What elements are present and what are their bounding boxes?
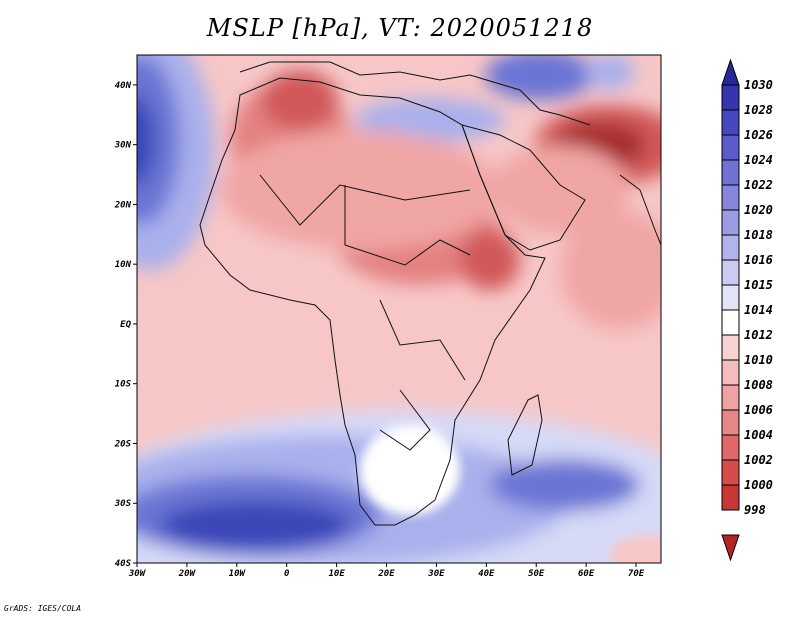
colorbar-swatch — [721, 284, 740, 311]
grads-credit: GrADS: IGES/COLA — [4, 604, 82, 613]
mslp-map: 30W 20W 10W 0 10E 20E 30E 40E 50E 60E 70E 40S 30S 20… — [114, 54, 773, 579]
africa-coastline — [199, 77, 546, 526]
colorbar-swatch — [721, 109, 740, 136]
colorbar-label: 1002 — [744, 453, 773, 467]
colorbar-swatch — [721, 159, 740, 186]
colorbar-label: 1022 — [744, 178, 773, 192]
y-axis: 40S 30S 20S 10S EQ 10N 20N 30N 40N — [114, 81, 137, 569]
y-tick-label: 30S — [114, 499, 132, 509]
colorbar-swatch — [721, 459, 740, 486]
atlantic-high-core — [137, 95, 155, 185]
colorbar-swatch — [721, 409, 740, 436]
x-tick-label: 70E — [628, 569, 645, 579]
atlas-low-core — [262, 70, 338, 130]
x-tick-label: 10E — [328, 569, 345, 579]
map-title: MSLP [hPa], VT: 2020051218 — [206, 14, 594, 42]
y-tick-label: 20S — [114, 439, 132, 449]
atlantic-high-mid — [137, 55, 180, 225]
arabian-low — [490, 145, 630, 235]
colorbar-swatch — [721, 184, 740, 211]
colorbar-label: 1014 — [744, 303, 773, 317]
y-tick-label: EQ — [120, 320, 131, 330]
colorbar-label: 1008 — [744, 378, 773, 392]
border-1 — [344, 185, 471, 266]
colorbar-swatch — [721, 259, 740, 286]
border-4 — [379, 389, 431, 451]
y-tick-label: 40N — [115, 81, 132, 91]
y-tick-label: 40S — [115, 559, 132, 569]
border-3 — [379, 299, 466, 381]
colorbar: 1030 1028 1026 1024 1022 1020 1018 1016 1015 1014… — [721, 58, 773, 562]
colorbar-label: 1020 — [744, 203, 773, 217]
mediterranean-high — [355, 98, 505, 142]
colorbar-swatch — [721, 434, 740, 461]
colorbar-arrow-top — [721, 58, 740, 86]
black-sea-high — [485, 55, 595, 100]
caspian-high — [585, 55, 635, 90]
colorbar-swatch — [721, 309, 740, 336]
y-tick-label: 10S — [115, 380, 132, 390]
x-axis: 30W 20W 10W 0 10E 20E 30E 40E 50E 60E 70E — [128, 563, 645, 579]
border-2 — [259, 174, 471, 226]
colorbar-swatch — [721, 84, 740, 111]
southern-africa-pale — [360, 425, 460, 515]
y-tick-label: 10N — [115, 260, 132, 270]
colorbar-label: 1016 — [744, 253, 773, 267]
colorbar-label: 1030 — [744, 78, 773, 92]
y-tick-label: 30N — [114, 141, 132, 151]
x-tick-label: 0 — [284, 569, 290, 579]
europe-coastline — [239, 61, 591, 126]
colorbar-label: 1006 — [744, 403, 773, 417]
x-tick-label: 50E — [528, 569, 545, 579]
se-corner-pale — [610, 535, 661, 563]
colorbar-label: 1026 — [744, 128, 773, 142]
colorbar-swatch — [721, 209, 740, 236]
x-tick-label: 30W — [128, 569, 147, 579]
colorbar-swatch — [721, 134, 740, 161]
colorbar-swatch — [721, 234, 740, 261]
x-tick-label: 10W — [229, 569, 247, 579]
colorbar-swatch — [721, 334, 740, 361]
map-frame — [136, 54, 662, 564]
south-atlantic-high-core — [160, 501, 350, 549]
india-coastline — [619, 174, 661, 246]
coastlines — [199, 61, 661, 526]
colorbar-label: 1012 — [744, 328, 773, 342]
indian-ocean-high — [490, 459, 640, 511]
colorbar-label: 1004 — [744, 428, 773, 442]
colorbar-label: 1000 — [744, 478, 773, 492]
colorbar-label: 1015 — [744, 278, 773, 292]
x-tick-label: 20W — [178, 569, 197, 579]
x-tick-label: 20E — [377, 569, 395, 579]
madagascar — [507, 394, 543, 476]
y-tick-label: 20N — [114, 200, 132, 210]
colorbar-label: 1010 — [744, 353, 773, 367]
colorbar-swatch — [721, 359, 740, 386]
colorbar-arrow-bottom — [721, 534, 740, 562]
x-tick-label: 60E — [578, 569, 595, 579]
colorbar-label: 998 — [744, 503, 766, 517]
indian-ocean-band — [560, 210, 661, 330]
colorbar-swatch — [721, 484, 740, 511]
x-tick-label: 40E — [478, 569, 495, 579]
ethiopia-low — [460, 230, 520, 290]
colorbar-swatch — [721, 384, 740, 411]
x-tick-label: 30E — [427, 569, 445, 579]
colorbar-label: 1024 — [744, 153, 773, 167]
pressure-field — [137, 55, 661, 563]
colorbar-label: 1028 — [744, 103, 773, 117]
arabian-coastline — [461, 124, 586, 251]
colorbar-label: 1018 — [744, 228, 773, 242]
